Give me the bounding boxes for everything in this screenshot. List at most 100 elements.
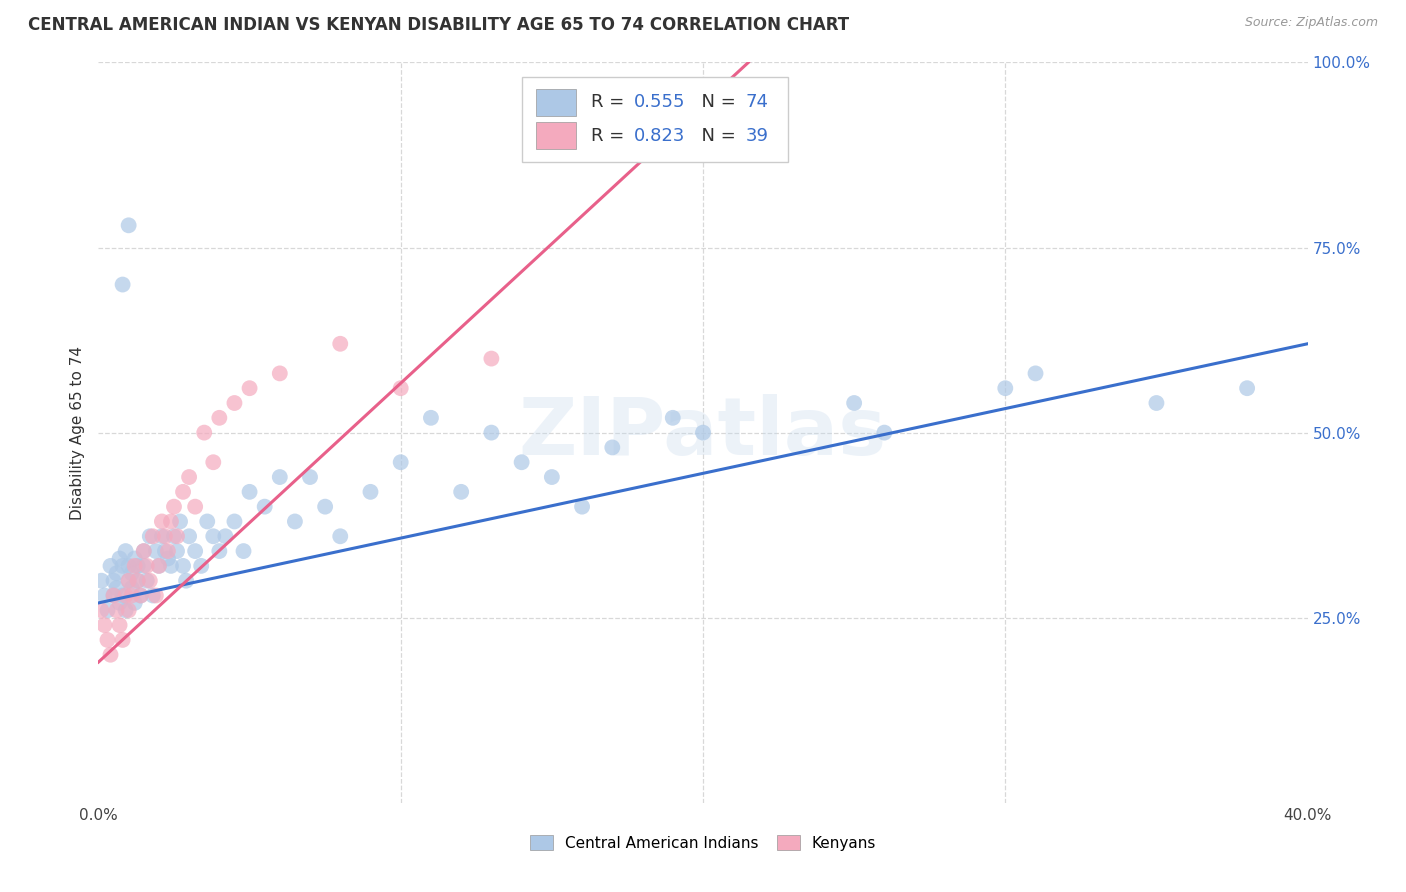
Point — [153, 544, 176, 558]
Point — [156, 551, 179, 566]
Point — [135, 574, 157, 588]
Point — [139, 574, 162, 588]
Point — [114, 603, 136, 617]
Point — [105, 566, 128, 581]
Point — [139, 529, 162, 543]
Point — [114, 544, 136, 558]
Point — [873, 425, 896, 440]
Point — [193, 425, 215, 440]
Text: 0.555: 0.555 — [634, 94, 686, 112]
Point — [129, 589, 152, 603]
Point — [121, 566, 143, 581]
Point — [420, 410, 443, 425]
Text: 0.823: 0.823 — [634, 127, 686, 145]
Y-axis label: Disability Age 65 to 74: Disability Age 65 to 74 — [70, 345, 86, 520]
Point — [166, 529, 188, 543]
Point — [150, 515, 173, 529]
Point — [184, 500, 207, 514]
Point — [103, 574, 125, 588]
Point — [202, 455, 225, 469]
Point — [142, 529, 165, 543]
Point — [1144, 396, 1167, 410]
Point — [190, 558, 212, 573]
Point — [148, 558, 170, 573]
Text: 39: 39 — [745, 127, 768, 145]
Point — [389, 455, 412, 469]
Point — [108, 618, 131, 632]
Point — [111, 632, 134, 647]
Point — [224, 515, 246, 529]
Point — [232, 544, 254, 558]
Point — [481, 351, 503, 366]
Point — [124, 558, 146, 573]
Point — [108, 596, 131, 610]
Point — [90, 574, 112, 588]
Point — [100, 558, 122, 573]
Point — [1024, 367, 1046, 381]
Point — [108, 551, 131, 566]
Point — [510, 455, 533, 469]
Point — [132, 558, 155, 573]
Text: Source: ZipAtlas.com: Source: ZipAtlas.com — [1244, 16, 1378, 29]
Point — [994, 381, 1017, 395]
Point — [692, 425, 714, 440]
Point — [314, 500, 336, 514]
Point — [239, 381, 262, 395]
Point — [269, 470, 291, 484]
Point — [103, 589, 125, 603]
Point — [360, 484, 382, 499]
Point — [160, 515, 183, 529]
Point — [118, 574, 141, 588]
Point — [284, 515, 307, 529]
Point — [202, 529, 225, 543]
Point — [127, 574, 149, 588]
Text: ZIPatlas: ZIPatlas — [519, 393, 887, 472]
Point — [166, 544, 188, 558]
FancyBboxPatch shape — [522, 78, 787, 162]
Point — [153, 529, 176, 543]
Point — [129, 589, 152, 603]
Point — [602, 441, 624, 455]
Point — [239, 484, 262, 499]
Point — [540, 470, 562, 484]
Point — [132, 544, 155, 558]
Point — [127, 574, 149, 588]
Point — [299, 470, 322, 484]
Point — [135, 558, 157, 573]
Point — [208, 410, 231, 425]
Point — [253, 500, 276, 514]
Point — [163, 500, 186, 514]
Point — [174, 574, 197, 588]
Point — [96, 603, 118, 617]
Point — [90, 603, 112, 617]
Point — [450, 484, 472, 499]
Point — [103, 589, 125, 603]
Text: N =: N = — [690, 127, 741, 145]
Point — [93, 618, 115, 632]
Point — [481, 425, 503, 440]
Point — [132, 544, 155, 558]
Point — [329, 336, 352, 351]
Point — [111, 589, 134, 603]
Point — [105, 581, 128, 595]
Point — [118, 574, 141, 588]
Point — [571, 500, 593, 514]
Point — [169, 515, 191, 529]
Point — [121, 589, 143, 603]
Text: 74: 74 — [745, 94, 768, 112]
Text: N =: N = — [690, 94, 741, 112]
Point — [163, 529, 186, 543]
Point — [184, 544, 207, 558]
Point — [124, 596, 146, 610]
Point — [172, 558, 194, 573]
Point — [105, 603, 128, 617]
Point — [179, 529, 201, 543]
Point — [93, 589, 115, 603]
Point — [156, 544, 179, 558]
Point — [160, 558, 183, 573]
Point — [118, 558, 141, 573]
Point — [224, 396, 246, 410]
Point — [111, 277, 134, 292]
Point — [114, 589, 136, 603]
Point — [844, 396, 866, 410]
